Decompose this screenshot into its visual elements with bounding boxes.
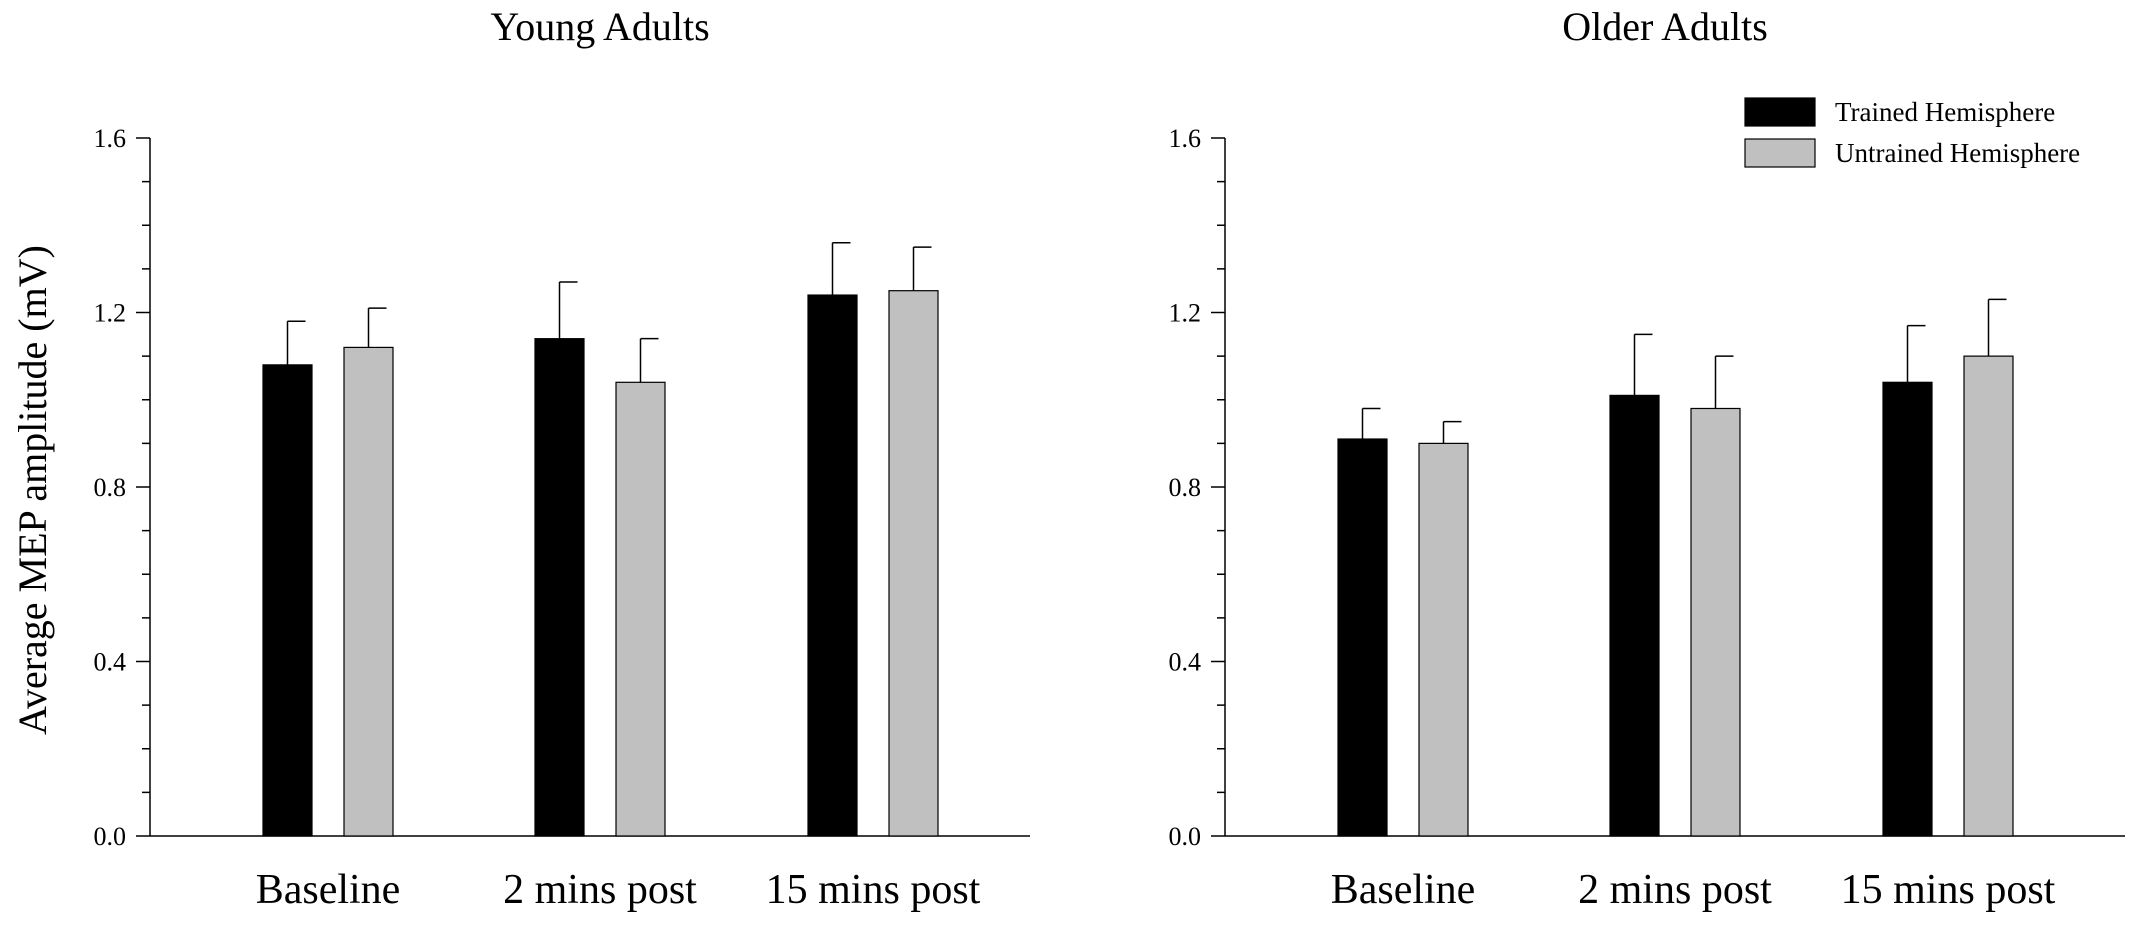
trained-bar	[807, 294, 858, 837]
panel-title: Older Adults	[1562, 4, 1768, 49]
panel-young-adults: Young Adults 0.0 0.4 0.8 1.2 1.6 Baseline 2 min…	[94, 4, 1030, 913]
untrained-bar	[343, 346, 394, 837]
trained-bar	[534, 338, 585, 837]
untrained-bar	[1690, 407, 1741, 837]
x-category-label: Baseline	[256, 867, 401, 913]
y-tick-label: 0.0	[1169, 822, 1202, 851]
y-tick-label: 0.8	[1169, 473, 1202, 502]
y-tick-label: 0.4	[94, 648, 127, 677]
untrained-bar	[1963, 355, 2014, 837]
legend: Trained Hemisphere Untrained Hemisphere	[1744, 97, 2080, 168]
legend-swatch	[1744, 97, 1816, 127]
y-axis-label: Average MEP amplitude (mV)	[10, 245, 55, 735]
x-category-label: 15 mins post	[1841, 867, 2056, 913]
x-category-label: 2 mins post	[503, 867, 697, 913]
y-tick-label: 1.6	[1169, 124, 1202, 153]
panel-older-adults: Older Adults 0.0 0.4 0.8 1.2 1.6 Baseline 2 min…	[1169, 4, 2125, 913]
legend-entry: Trained Hemisphere	[1744, 97, 2055, 127]
legend-entry: Untrained Hemisphere	[1744, 138, 2080, 168]
legend-label: Untrained Hemisphere	[1835, 138, 2080, 168]
untrained-bar	[1418, 442, 1469, 837]
y-tick-label: 0.0	[94, 822, 127, 851]
y-tick-label: 1.2	[1169, 299, 1202, 328]
trained-bar	[1882, 381, 1933, 837]
legend-label: Trained Hemisphere	[1835, 97, 2055, 127]
y-tick-label: 0.4	[1169, 648, 1202, 677]
trained-bar	[1337, 438, 1388, 837]
x-category-label: 2 mins post	[1578, 867, 1772, 913]
legend-swatch	[1744, 138, 1816, 168]
y-tick-label: 0.8	[94, 473, 127, 502]
x-category-label: 15 mins post	[766, 867, 981, 913]
untrained-bar	[888, 290, 939, 837]
y-tick-label: 1.6	[94, 124, 127, 153]
untrained-bar	[615, 381, 666, 837]
y-tick-label: 1.2	[94, 299, 127, 328]
panels-layer: Young Adults 0.0 0.4 0.8 1.2 1.6 Baseline 2 min…	[94, 4, 2125, 913]
x-category-label: Baseline	[1331, 867, 1476, 913]
panel-title: Young Adults	[490, 4, 709, 49]
trained-bar	[262, 364, 313, 837]
trained-bar	[1609, 394, 1660, 837]
